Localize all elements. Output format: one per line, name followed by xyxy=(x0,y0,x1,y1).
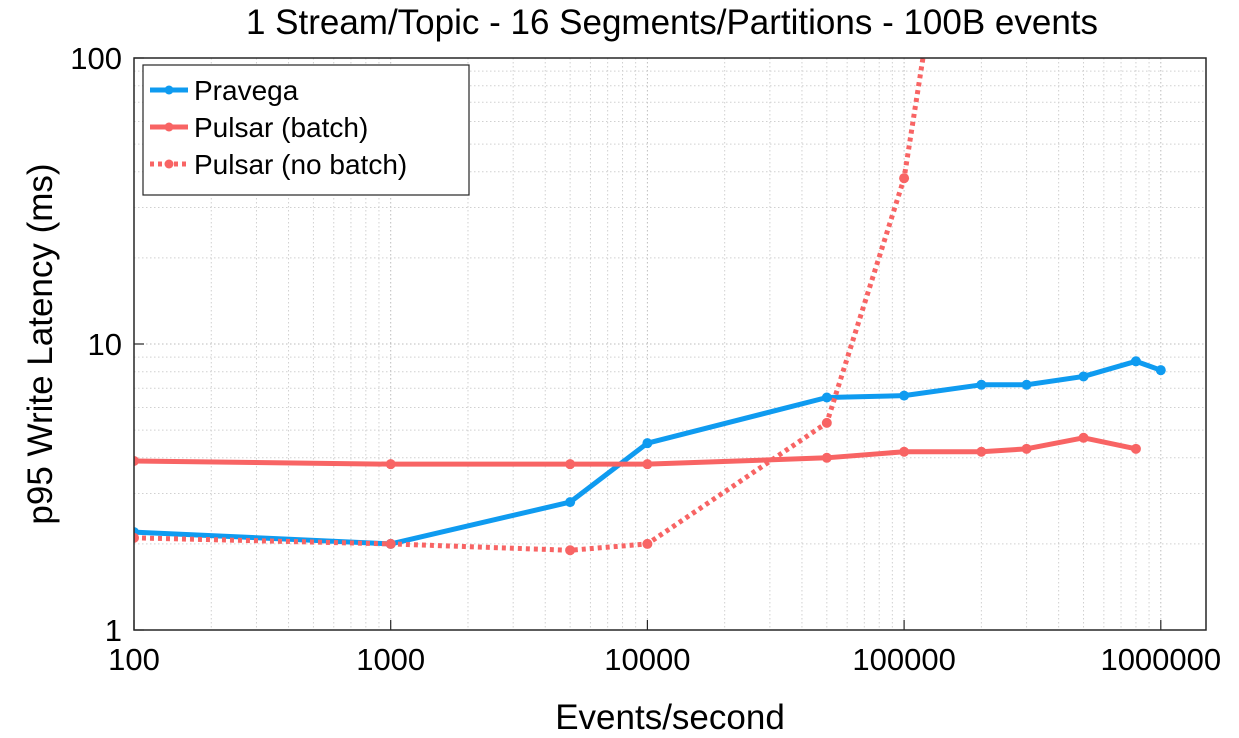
data-point xyxy=(1078,432,1089,443)
chart-title: 1 Stream/Topic - 16 Segments/Partitions … xyxy=(246,3,1098,42)
data-point xyxy=(642,459,653,470)
legend-label: Pulsar (no batch) xyxy=(194,149,407,180)
legend-label: Pulsar (batch) xyxy=(194,112,368,143)
legend-marker xyxy=(164,122,174,132)
data-point xyxy=(565,459,576,470)
legend-label: Pravega xyxy=(194,75,299,106)
data-point xyxy=(642,438,653,449)
ticks: 100 1000 10000 100000 1000000 1 10 100 xyxy=(70,41,1221,677)
series-layer xyxy=(134,58,1166,556)
data-point xyxy=(821,452,832,463)
x-tick-label: 10000 xyxy=(604,642,690,677)
data-point xyxy=(899,446,910,457)
data-point xyxy=(976,379,987,390)
data-point xyxy=(821,392,832,403)
x-axis-label: Events/second xyxy=(555,698,785,737)
data-point xyxy=(134,455,139,466)
legend-box xyxy=(142,64,470,196)
x-tick-label: 1000000 xyxy=(1100,642,1221,677)
series-line xyxy=(134,435,1139,467)
legend-marker xyxy=(164,159,174,169)
data-point xyxy=(385,459,396,470)
legend: Pravega Pulsar (batch) Pulsar (no batch) xyxy=(142,64,470,196)
data-point xyxy=(821,417,832,428)
data-point xyxy=(385,538,396,549)
data-point xyxy=(1078,371,1089,382)
x-tick-label: 1000 xyxy=(356,642,425,677)
data-point xyxy=(1130,443,1141,454)
y-axis-label: p95 Write Latency (ms) xyxy=(21,163,60,524)
y-tick-label: 1 xyxy=(105,613,122,648)
x-tick-label: 100 xyxy=(108,642,160,677)
y-tick-label: 100 xyxy=(70,41,122,76)
data-point xyxy=(1021,379,1032,390)
data-point xyxy=(899,390,910,401)
data-point xyxy=(565,545,576,556)
y-tick-label: 10 xyxy=(88,327,122,362)
data-point xyxy=(642,538,653,549)
data-point xyxy=(1130,356,1141,367)
data-point xyxy=(1021,443,1032,454)
data-point xyxy=(899,173,910,184)
x-tick-label: 100000 xyxy=(852,642,955,677)
data-point xyxy=(134,532,139,543)
data-point xyxy=(976,446,987,457)
legend-marker xyxy=(164,85,174,95)
data-point xyxy=(565,497,576,508)
data-point xyxy=(1155,365,1166,376)
